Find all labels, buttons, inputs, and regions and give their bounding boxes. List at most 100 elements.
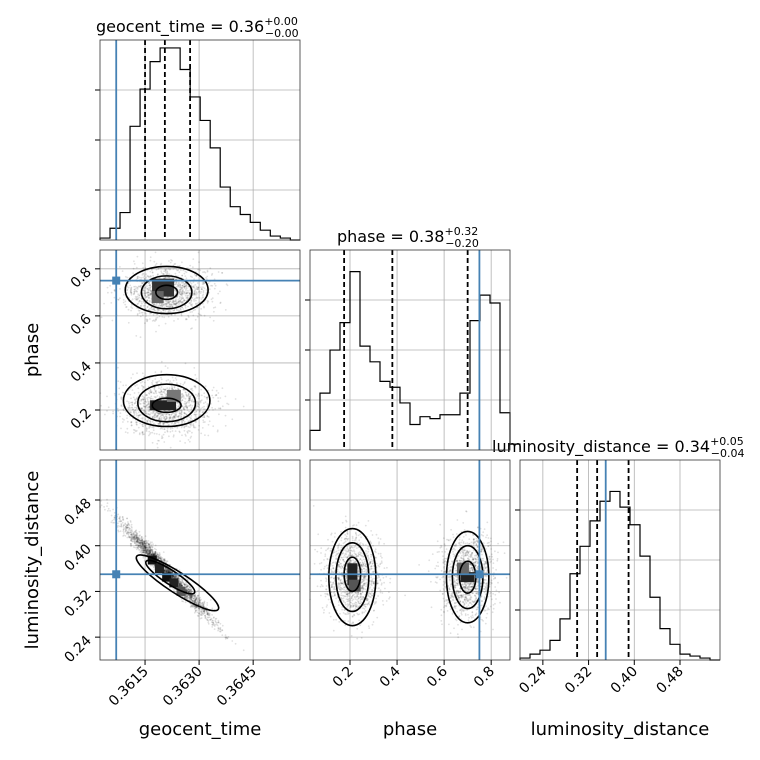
sample-point (195, 377, 198, 380)
sample-point (126, 531, 129, 534)
sample-point (178, 271, 181, 274)
sample-point (100, 504, 103, 507)
sample-point (130, 291, 132, 294)
sample-point (147, 291, 150, 294)
sample-point (141, 407, 144, 410)
sample-point (117, 522, 119, 525)
sample-point (202, 282, 205, 285)
sample-point (166, 296, 169, 298)
sample-point (138, 276, 141, 279)
sample-point (164, 392, 166, 395)
sample-point (120, 520, 123, 522)
sample-point (155, 548, 158, 551)
sample-point (185, 404, 187, 407)
sample-point (173, 385, 176, 388)
sample-point (206, 301, 209, 304)
sample-point (154, 391, 157, 393)
sample-point (157, 309, 160, 312)
sample-point (175, 412, 177, 414)
sample-point (142, 272, 144, 275)
sample-point (146, 275, 149, 277)
sample-point (136, 255, 139, 258)
sample-point (166, 429, 169, 432)
sample-point (187, 294, 190, 297)
sample-point (159, 302, 161, 305)
sample-point (163, 417, 165, 420)
sample-point (203, 414, 206, 417)
sample-point (224, 414, 227, 417)
sample-point (127, 401, 130, 403)
sample-point (150, 395, 153, 398)
sample-point (172, 434, 175, 437)
sample-point (197, 403, 199, 405)
sample-point (150, 412, 153, 414)
sample-point (141, 423, 144, 426)
sample-point (148, 377, 151, 380)
sample-point (165, 300, 168, 303)
sample-point (155, 415, 158, 418)
sample-point (155, 313, 158, 316)
sample-point (140, 417, 143, 420)
sample-point (163, 428, 166, 430)
sample-point (145, 276, 148, 279)
sample-point (201, 411, 204, 414)
sample-point (168, 301, 171, 304)
sample-point (166, 387, 169, 390)
sample-point (136, 424, 138, 426)
sample-point (185, 284, 188, 286)
sample-point (169, 380, 172, 382)
sample-point (160, 376, 162, 379)
sample-point (152, 392, 155, 394)
sample-point (177, 299, 180, 301)
sample-point (191, 303, 194, 306)
sample-point (160, 426, 163, 429)
sample-point (196, 599, 199, 602)
sample-point (162, 388, 165, 391)
sample-point (176, 309, 179, 312)
sample-point (138, 309, 141, 312)
sample-point (202, 293, 205, 296)
sample-point (141, 539, 144, 542)
sample-point (184, 601, 187, 604)
sample-point (207, 423, 210, 426)
sample-point (212, 425, 215, 428)
sample-point (174, 377, 177, 379)
sample-point (149, 389, 152, 392)
sample-point (173, 309, 176, 312)
sample-point (119, 415, 121, 418)
sample-point (131, 401, 134, 404)
sample-point (164, 431, 166, 434)
sample-point (197, 408, 199, 411)
sample-point (161, 303, 164, 306)
sample-point (198, 406, 201, 409)
sample-point (158, 387, 160, 390)
sample-point (119, 288, 121, 290)
sample-point (169, 300, 172, 303)
sample-point (182, 301, 185, 303)
sample-point (196, 292, 198, 295)
sample-point (132, 396, 135, 399)
sample-point (179, 290, 181, 293)
sample-point (113, 296, 116, 299)
sample-point (146, 419, 149, 422)
sample-point (145, 429, 148, 431)
sample-point (189, 404, 191, 407)
sample-point (174, 416, 177, 419)
sample-point (142, 397, 144, 400)
sample-point (139, 315, 142, 318)
sample-point (172, 435, 175, 438)
sample-point (151, 380, 154, 382)
sample-point (146, 546, 149, 549)
sample-point (118, 393, 121, 396)
sample-point (192, 285, 195, 287)
sample-point (158, 315, 161, 318)
sample-point (211, 284, 214, 287)
sample-point (185, 318, 187, 321)
sample-point (146, 397, 149, 400)
sample-point (182, 394, 185, 397)
sample-point (219, 628, 222, 631)
sample-point (168, 387, 171, 390)
sample-point (171, 387, 174, 390)
sample-point (133, 410, 135, 413)
sample-point (174, 299, 177, 301)
